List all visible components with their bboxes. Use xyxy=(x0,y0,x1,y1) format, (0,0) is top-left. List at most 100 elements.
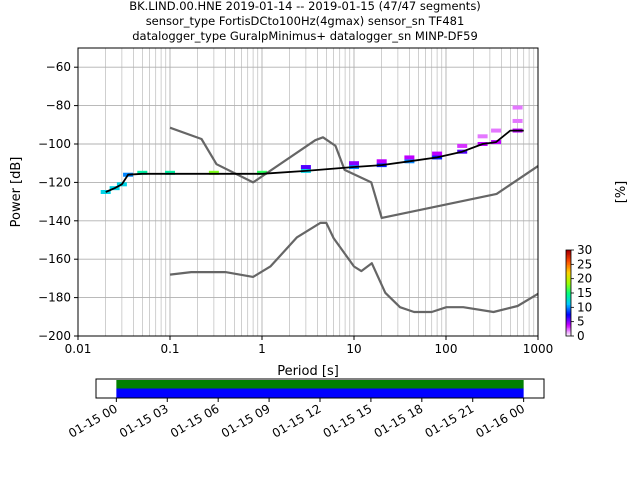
colorbar-swatch xyxy=(566,251,571,254)
y-tick-label: −200 xyxy=(38,329,71,343)
colorbar-swatch xyxy=(566,303,571,306)
colorbar-swatch xyxy=(566,305,571,308)
x-tick-label: 0.1 xyxy=(160,342,179,356)
colorbar-swatch xyxy=(566,250,571,253)
density-cell xyxy=(491,128,502,133)
colorbar-swatch xyxy=(566,254,571,257)
colorbar-swatch xyxy=(566,334,571,337)
y-tick-label: −160 xyxy=(38,252,71,266)
colorbar-swatch xyxy=(566,265,571,268)
density-cell xyxy=(404,155,415,160)
colorbar-swatch xyxy=(566,300,571,303)
colorbar-swatch xyxy=(566,310,571,313)
density-cell xyxy=(257,170,267,175)
y-tick-label: −120 xyxy=(38,175,71,189)
colorbar-swatch xyxy=(566,330,571,333)
colorbar-swatch xyxy=(566,281,571,284)
colorbar-swatch xyxy=(566,262,571,265)
x-tick-label: 100 xyxy=(435,342,458,356)
colorbar-tick-label: 25 xyxy=(577,257,592,271)
colorbar-swatch xyxy=(566,290,571,293)
colorbar-swatch xyxy=(566,321,571,324)
colorbar-swatch xyxy=(566,267,571,270)
colorbar-swatch xyxy=(566,320,571,323)
density-cell xyxy=(512,105,523,110)
colorbar-swatch xyxy=(566,268,571,271)
colorbar-swatch xyxy=(566,308,571,311)
x-tick-label: 0.01 xyxy=(65,342,92,356)
title-line-3: datalogger_type GuralpMinimus+ datalogge… xyxy=(132,29,478,43)
mean-line xyxy=(105,129,524,193)
colorbar-swatch xyxy=(566,274,571,277)
title-line-1: BK.LIND.00.HNE 2019-01-14 -- 2019-01-15 … xyxy=(129,0,481,13)
colorbar-swatch xyxy=(566,275,571,278)
x-tick-label: 1000 xyxy=(523,342,554,356)
colorbar-swatch xyxy=(566,298,571,301)
ppsd-plot: 0.01 0.1 1 10 100 1000 −60 −80 −100 −120 −140 −160 −… xyxy=(9,47,553,379)
colorbar-tick-label: 5 xyxy=(577,315,585,329)
colorbar-swatch xyxy=(566,295,571,298)
colorbar-swatch xyxy=(566,261,571,264)
density-cell xyxy=(300,165,311,170)
colorbar-swatch xyxy=(566,318,571,321)
y-tick-label: −180 xyxy=(38,291,71,305)
colorbar-swatch xyxy=(566,297,571,300)
x-axis-label: Period [s] xyxy=(277,364,339,379)
colorbar-swatch xyxy=(566,327,571,330)
x-tick-label: 10 xyxy=(346,342,361,356)
colorbar-tick-label: 15 xyxy=(577,286,592,300)
density-cell xyxy=(349,161,359,166)
colorbar-tick-label: 20 xyxy=(577,272,592,286)
density-cell xyxy=(376,159,387,164)
density-cell xyxy=(477,134,488,139)
y-tick-label: −80 xyxy=(46,99,71,113)
y-tick-label: −140 xyxy=(38,214,71,228)
colorbar-swatch xyxy=(566,311,571,314)
plot-frame xyxy=(77,47,539,337)
colorbar-swatch xyxy=(566,270,571,273)
density-cell xyxy=(100,190,111,194)
colorbar-tick-label: 30 xyxy=(577,243,592,257)
colorbar-swatch xyxy=(566,313,571,316)
colorbar-swatch xyxy=(566,285,571,288)
colorbar-swatch xyxy=(566,271,571,274)
colorbar-tick-label: 0 xyxy=(577,329,585,343)
colorbar-swatch xyxy=(566,284,571,287)
colorbar-swatch xyxy=(566,304,571,307)
colorbar-swatch xyxy=(566,324,571,327)
colorbar-gradient xyxy=(566,250,571,337)
colorbar-swatch xyxy=(566,260,571,263)
colorbar-swatch xyxy=(566,331,571,334)
colorbar-swatch xyxy=(566,314,571,317)
colorbar-swatch xyxy=(566,315,571,318)
new-low-noise-model-line xyxy=(169,221,539,314)
colorbar-swatch xyxy=(566,288,571,291)
colorbar-swatch xyxy=(566,323,571,326)
colorbar-swatch xyxy=(566,282,571,285)
colorbar-swatch xyxy=(566,277,571,280)
colorbar-swatch xyxy=(566,255,571,258)
colorbar-swatch xyxy=(566,293,571,296)
colorbar-swatch xyxy=(566,307,571,310)
colorbar-swatch xyxy=(566,264,571,267)
density-cell xyxy=(457,143,468,148)
noise-model-lines xyxy=(105,126,539,314)
colorbar-swatch xyxy=(566,328,571,331)
y-tick-label: −60 xyxy=(46,60,71,74)
colorbar-swatch xyxy=(566,301,571,304)
colorbar-swatch xyxy=(566,272,571,275)
colorbar-swatch xyxy=(566,287,571,290)
density-cell xyxy=(432,151,443,156)
colorbar-swatch xyxy=(566,333,571,336)
colorbar-swatch xyxy=(566,294,571,297)
coverage-bars xyxy=(116,380,524,398)
colorbar-swatch xyxy=(566,278,571,281)
axis-ticks: 0.01 0.1 1 10 100 1000 −60 −80 −100 −120 −140 −160 −… xyxy=(38,60,553,356)
title-line-2: sensor_type FortisDCto100Hz(4gmax) senso… xyxy=(146,14,465,28)
density-cell xyxy=(137,170,148,175)
colorbar-swatch xyxy=(566,317,571,320)
y-axis-label: Power [dB] xyxy=(9,157,24,228)
